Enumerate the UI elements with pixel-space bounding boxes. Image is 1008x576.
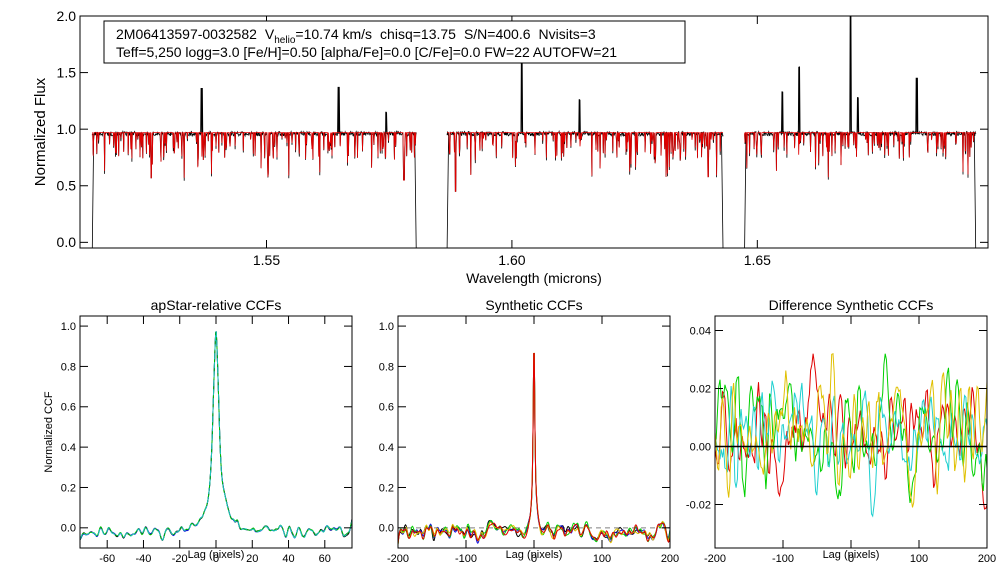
xtick-label: -100 [772,553,794,565]
synthetic-ccf-plot [397,352,671,545]
ccf-series-visit-5 [397,353,671,544]
difference-ccf-title: Difference Synthetic CCFs [769,297,934,313]
ytick-label: 0.0 [61,523,76,535]
xtick-label: 200 [661,553,679,565]
ytick-label: 0.00 [690,441,711,453]
ytick-label: -0.02 [686,499,711,511]
apstar-ccf-xlabel: Lag (pixels) [188,549,245,561]
apstar-ccf-ylabel: Normalized CCF [43,391,55,473]
difference-ccf-xlabel: Lag (pixels) [823,549,880,561]
ytick-label: 1.0 [57,121,77,137]
ytick-label: 1.0 [61,321,76,333]
xtick-label: -200 [387,553,409,565]
ytick-label: 0.6 [379,402,394,414]
chisq-value: chisq=13.75 [380,26,456,42]
ccf-series-combined [79,331,353,541]
xtick-label: 200 [978,553,996,565]
xtick-label: -100 [455,553,477,565]
spectrum-ylabel: Normalized Flux [32,77,49,186]
xtick-label: 1.55 [253,252,280,268]
ytick-label: 0.2 [379,482,394,494]
ytick-label: 2.0 [57,8,77,24]
spectrum-panel: 1.55 1.60 1.65 0.0 0.5 1.0 1.5 2.0 Wavelength (… [32,8,989,286]
xtick-label: -60 [99,553,115,565]
xtick-label: -200 [704,553,726,565]
xtick-label: 40 [282,553,294,565]
nvisits-value: Nvisits=3 [539,26,596,42]
difference-series-yellow [714,352,988,508]
synthetic-ccf-panel: Synthetic CCFs -200 -100 0 100 200 0.0 0.2 0.4 0… [379,297,679,565]
ytick-label: 1.5 [57,64,77,80]
ytick-label: 0.8 [61,361,76,373]
star-id: 2M06413597-0032582 [116,26,257,42]
xtick-label: 20 [246,553,258,565]
synthetic-ccf-title: Synthetic CCFs [485,297,582,313]
vhelio-symbol: V [265,26,275,42]
ytick-label: 0.0 [379,523,394,535]
ytick-label: 0.02 [690,383,711,395]
spectrum-model-line [92,132,417,181]
difference-ccf-plot [714,352,988,518]
ytick-label: 1.0 [379,321,394,333]
spectrum-xlabel: Wavelength (microns) [466,270,602,286]
xtick-label: 0 [531,553,537,565]
ytick-label: 0.4 [61,442,76,454]
apstar-ccf-title: apStar-relative CCFs [151,297,282,313]
spectrum-frame [79,15,989,249]
info-line-2: Teff=5,250 logg=3.0 [Fe/H]=0.50 [alpha/F… [116,44,617,60]
ytick-label: 0.2 [61,482,76,494]
spectrum-ticks: 1.55 1.60 1.65 0.0 0.5 1.0 1.5 2.0 [57,8,988,268]
xtick-label: 0 [848,553,854,565]
spectrum-model-line [447,132,723,192]
xtick-label: -20 [172,553,188,565]
difference-series-cyan [714,380,988,518]
xtick-label: 1.60 [498,252,525,268]
spectrum-plot [91,15,977,249]
synthetic-ccf-ticks: -200 -100 0 100 200 0.0 0.2 0.4 0.6 0.8 1.0 [379,316,679,565]
xtick-label: 1.65 [744,252,771,268]
synthetic-ccf-xlabel: Lag (pixels) [506,549,563,561]
info-line-1: 2M06413597-0032582 Vhelio=10.74 km/s chisq… [116,26,596,46]
apstar-ccf-panel: apStar-relative CCFs -60 -40 -20 0 20 40 60 0.0… [43,297,353,565]
xtick-label: 0 [213,553,219,565]
spectrum-model-line [744,132,976,178]
vhelio-subscript: helio [274,35,296,46]
ytick-label: 0.04 [690,325,711,337]
xtick-label: 100 [593,553,611,565]
ytick-label: 0.8 [379,361,394,373]
ytick-label: 0.6 [61,402,76,414]
snr-value: S/N=400.6 [464,26,531,42]
difference-ccf-ticks: -200 -100 0 100 200 -0.02 0.00 0.02 0.04 [686,316,996,565]
apstar-ccf-ticks: -60 -40 -20 0 20 40 60 0.0 0.2 0.4 0.6 0.8 1.0 [61,316,352,565]
xtick-label: 60 [319,553,331,565]
ytick-label: 0.0 [57,234,77,250]
xtick-label: 100 [910,553,928,565]
apstar-ccf-plot [79,331,353,541]
ytick-label: 0.4 [379,442,394,454]
vhelio-value: =10.74 km/s [295,26,372,42]
info-box [103,20,686,64]
ytick-label: 0.5 [57,178,77,194]
xtick-label: -40 [136,553,152,565]
difference-ccf-panel: Difference Synthetic CCFs -200 -100 0 100 20… [686,297,996,565]
